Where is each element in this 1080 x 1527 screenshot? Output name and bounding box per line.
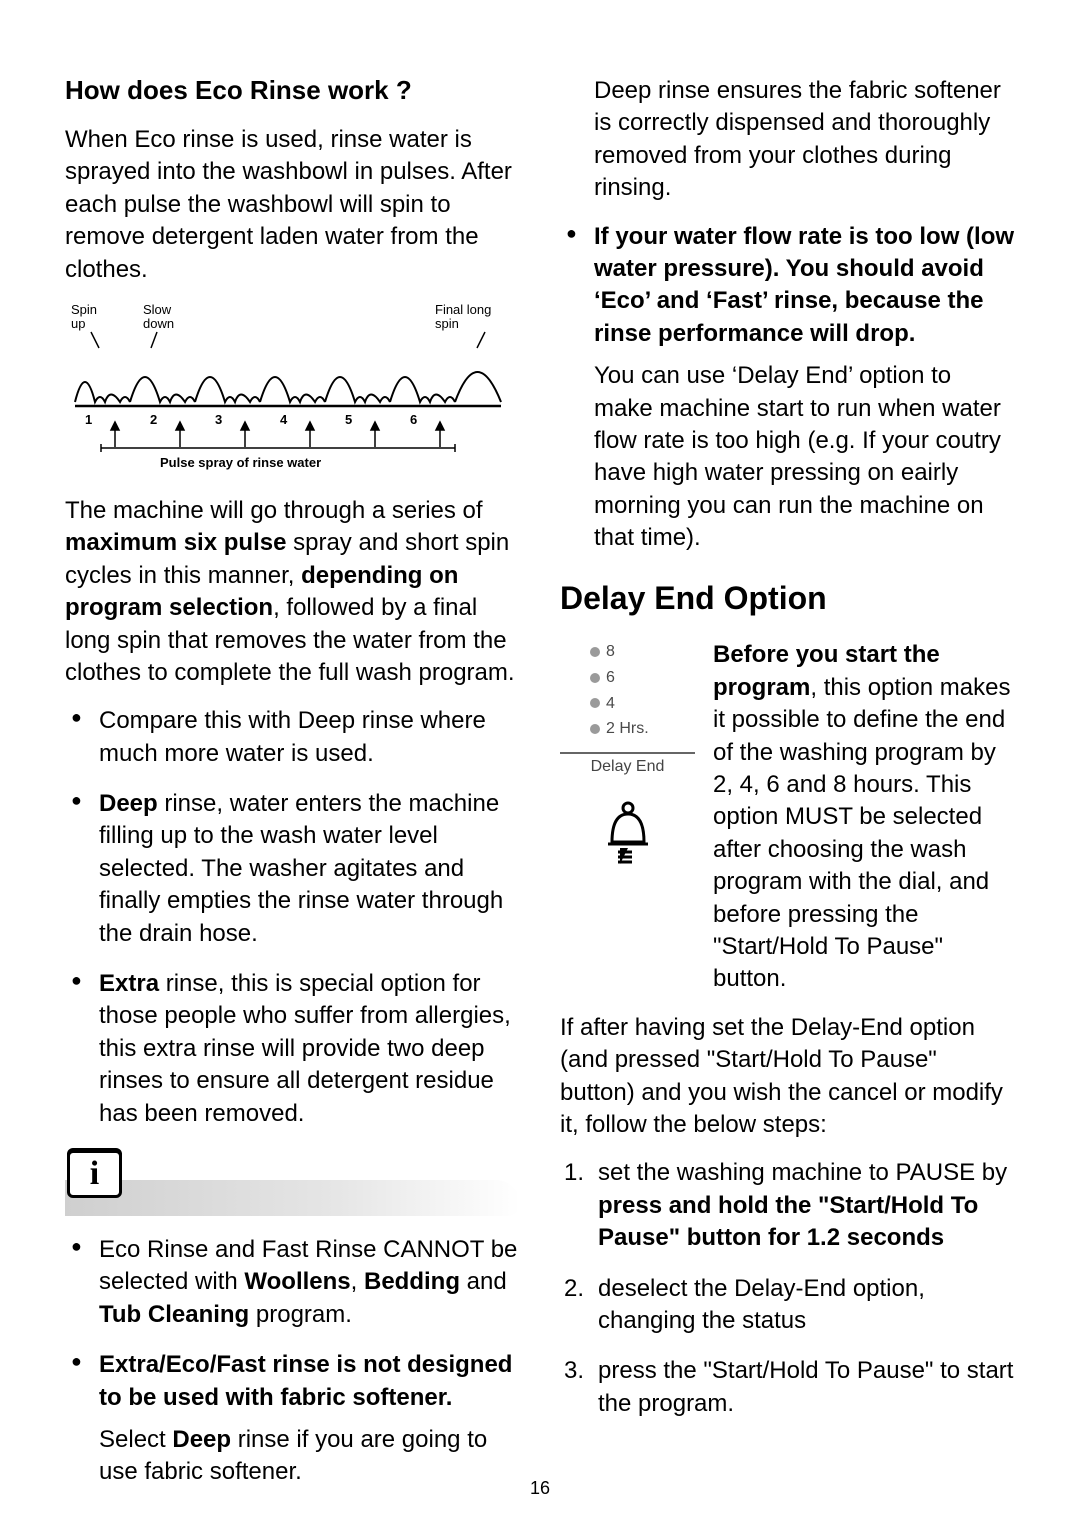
svg-text:down: down	[143, 316, 174, 331]
svg-text:5: 5	[345, 412, 352, 427]
svg-text:6: 6	[410, 412, 417, 427]
svg-text:2: 2	[150, 412, 157, 427]
para-deep-softener: Deep rinse ensures the fabric softener i…	[560, 75, 1015, 205]
delay-end-panel-graphic: 8 6 4 2 Hrs. Delay End	[560, 639, 695, 867]
svg-text:4: 4	[280, 412, 288, 427]
para-delay-cancel: If after having set the Delay-End option…	[560, 1012, 1015, 1142]
info-bullet-softener: Extra/Eco/Fast rinse is not designed to …	[65, 1349, 520, 1489]
para-delay-hint: You can use ‘Delay End’ option to make m…	[594, 360, 1015, 554]
svg-text:up: up	[71, 316, 85, 331]
svg-text:1: 1	[85, 412, 92, 427]
delay-end-label: Delay End	[560, 752, 695, 776]
para-eco-intro: When Eco rinse is used, rinse water is s…	[65, 124, 520, 286]
bullet-extra: Extra rinse, this is special option for …	[65, 968, 520, 1130]
para-six-pulse: The machine will go through a series of …	[65, 495, 520, 689]
heading-delay-end: Delay End Option	[560, 580, 1015, 617]
left-column: How does Eco Rinse work ? When Eco rinse…	[65, 75, 520, 1507]
bullet-water-warning: If your water flow rate is too low (low …	[560, 221, 1015, 555]
svg-text:3: 3	[215, 412, 222, 427]
info-shade	[65, 1180, 520, 1216]
page-number: 16	[0, 1478, 1080, 1499]
info-icon-inner: i	[67, 1150, 122, 1198]
bell-icon	[598, 798, 658, 868]
svg-text:Spin: Spin	[71, 302, 97, 317]
step-3: press the "Start/Hold To Pause" to start…	[560, 1355, 1015, 1420]
right-column: Deep rinse ensures the fabric softener i…	[560, 75, 1015, 1507]
bullet-deep: Deep rinse, water enters the machine fil…	[65, 788, 520, 950]
bullet-compare: Compare this with Deep rinse where much …	[65, 705, 520, 770]
step-2: deselect the Delay-End option, changing …	[560, 1273, 1015, 1338]
step-1: set the washing machine to PAUSE by pres…	[560, 1157, 1015, 1254]
para-delay-desc: Before you start the program, this optio…	[713, 639, 1015, 995]
info-bullet-programs: Eco Rinse and Fast Rinse CANNOT be selec…	[65, 1234, 520, 1331]
svg-text:Final long: Final long	[435, 302, 491, 317]
pulse-spray-diagram: Spin up Slow down Final long spin	[65, 302, 520, 477]
svg-text:Slow: Slow	[143, 302, 172, 317]
svg-text:spin: spin	[435, 316, 459, 331]
heading-eco-rinse: How does Eco Rinse work ?	[65, 75, 520, 106]
diagram-caption: Pulse spray of rinse water	[160, 455, 321, 470]
